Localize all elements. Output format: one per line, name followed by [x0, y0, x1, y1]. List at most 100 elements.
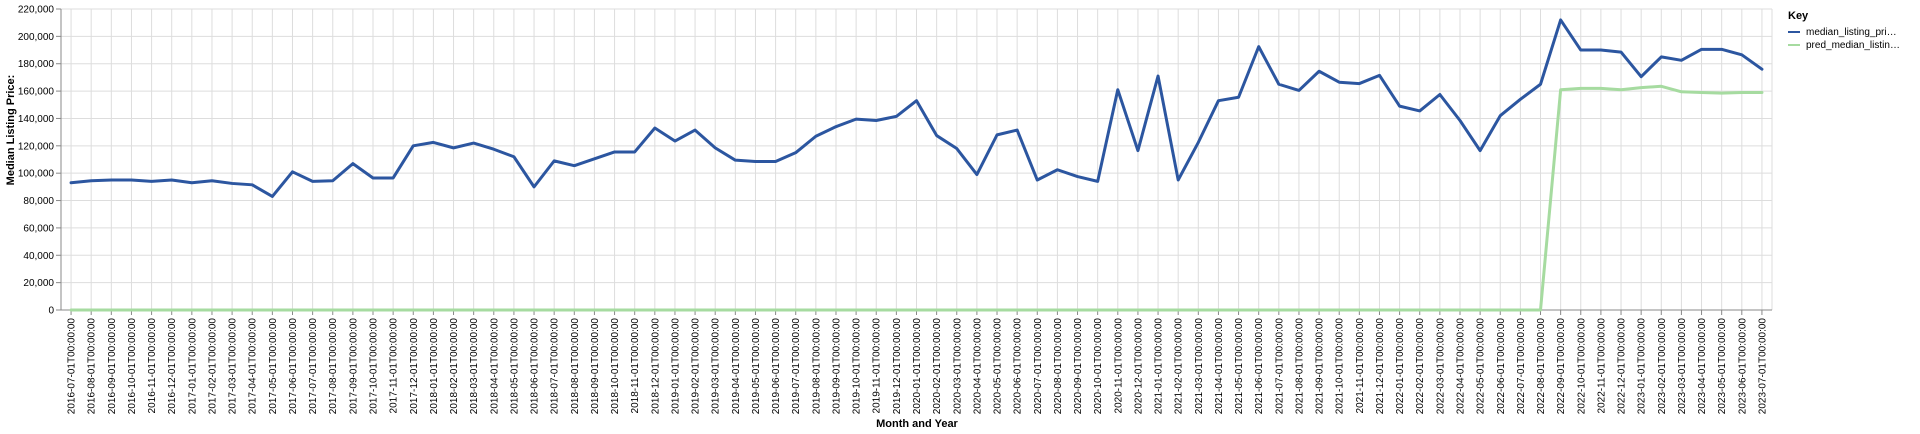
x-tick-label: 2020-09-01T00:00:00	[1073, 318, 1084, 415]
x-tick-label: 2016-10-01T00:00:00	[127, 318, 138, 415]
legend-label-median: median_listing_pri…	[1806, 27, 1897, 38]
x-tick-label: 2021-06-01T00:00:00	[1254, 318, 1265, 415]
x-tick-label: 2020-06-01T00:00:00	[1013, 318, 1024, 415]
x-tick-label: 2018-06-01T00:00:00	[530, 318, 541, 415]
x-tick-label: 2019-05-01T00:00:00	[751, 318, 762, 415]
x-tick-label: 2022-03-01T00:00:00	[1435, 318, 1446, 415]
x-axis: 2016-07-01T00:00:00 2016-08-01T00:00:00 20…	[61, 309, 1772, 415]
y-tick-label: 200,000	[18, 32, 55, 43]
x-tick-label: 2021-11-01T00:00:00	[1355, 318, 1366, 414]
x-tick-label: 2021-12-01T00:00:00	[1375, 318, 1386, 415]
x-tick-label: 2021-08-01T00:00:00	[1294, 318, 1305, 415]
x-tick-label: 2019-04-01T00:00:00	[731, 318, 742, 415]
x-tick-label: 2022-02-01T00:00:00	[1415, 318, 1426, 415]
y-tick-label: 160,000	[18, 87, 55, 98]
x-tick-label: 2016-12-01T00:00:00	[167, 318, 178, 415]
x-tick-label: 2021-05-01T00:00:00	[1234, 318, 1245, 415]
x-tick-label: 2017-07-01T00:00:00	[308, 318, 319, 415]
gridlines	[61, 8, 1773, 311]
y-tick-label: 60,000	[23, 223, 54, 234]
legend: Key median_listing_pri… pred_median_list…	[1788, 10, 1900, 51]
y-tick-label: 120,000	[18, 141, 55, 152]
y-tick-label: 220,000	[18, 5, 55, 16]
x-tick-label: 2019-07-01T00:00:00	[791, 318, 802, 415]
x-tick-label: 2022-11-01T00:00:00	[1596, 318, 1607, 414]
x-tick-label: 2017-05-01T00:00:00	[268, 318, 279, 415]
y-tick-label: 0	[48, 306, 54, 317]
x-tick-label: 2022-04-01T00:00:00	[1455, 318, 1466, 415]
series-line-pred-median-listing-price	[69, 84, 1764, 312]
x-tick-label: 2018-08-01T00:00:00	[570, 318, 581, 415]
x-tick-label: 2018-12-01T00:00:00	[650, 318, 661, 415]
y-axis-title: Median Listing Price:	[5, 75, 17, 186]
x-tick-label: 2020-03-01T00:00:00	[952, 318, 963, 415]
x-tick-label: 2017-12-01T00:00:00	[409, 318, 420, 415]
x-tick-label: 2017-02-01T00:00:00	[207, 318, 218, 415]
x-tick-label: 2018-10-01T00:00:00	[610, 318, 621, 415]
y-tick-label: 80,000	[23, 196, 54, 207]
x-tick-label: 2016-07-01T00:00:00	[67, 318, 78, 415]
legend-title: Key	[1788, 10, 1809, 22]
x-tick-label: 2020-08-01T00:00:00	[1053, 318, 1064, 415]
y-tick-label: 180,000	[18, 59, 55, 70]
x-tick-label: 2020-04-01T00:00:00	[972, 318, 983, 415]
x-tick-label: 2019-09-01T00:00:00	[831, 318, 842, 415]
x-tick-label: 2022-10-01T00:00:00	[1576, 318, 1587, 415]
x-tick-label: 2017-09-01T00:00:00	[348, 318, 359, 415]
x-tick-label: 2020-11-01T00:00:00	[1113, 318, 1124, 414]
x-tick-label: 2018-07-01T00:00:00	[550, 318, 561, 415]
y-tick-label: 100,000	[18, 169, 55, 180]
x-tick-label: 2017-01-01T00:00:00	[187, 318, 198, 415]
x-tick-label: 2018-11-01T00:00:00	[630, 318, 641, 414]
x-axis-title: Month and Year	[876, 418, 958, 430]
x-tick-label: 2020-01-01T00:00:00	[912, 318, 923, 415]
x-tick-label: 2018-04-01T00:00:00	[489, 318, 500, 415]
x-tick-label: 2019-11-01T00:00:00	[872, 318, 883, 414]
x-tick-label: 2020-07-01T00:00:00	[1033, 318, 1044, 415]
x-tick-label: 2020-12-01T00:00:00	[1133, 318, 1144, 415]
x-tick-label: 2023-03-01T00:00:00	[1677, 318, 1688, 415]
x-tick-label: 2019-06-01T00:00:00	[771, 318, 782, 415]
x-tick-label: 2022-12-01T00:00:00	[1617, 318, 1628, 415]
x-tick-label: 2021-02-01T00:00:00	[1174, 318, 1185, 415]
x-tick-label: 2021-07-01T00:00:00	[1274, 318, 1285, 415]
x-tick-label: 2019-03-01T00:00:00	[711, 318, 722, 415]
x-tick-label: 2022-08-01T00:00:00	[1536, 318, 1547, 415]
y-tick-label: 20,000	[23, 278, 54, 289]
x-tick-label: 2018-02-01T00:00:00	[449, 318, 460, 415]
x-tick-label: 2022-09-01T00:00:00	[1556, 318, 1567, 415]
x-tick-label: 2022-07-01T00:00:00	[1516, 318, 1527, 415]
x-tick-label: 2019-01-01T00:00:00	[670, 318, 681, 415]
x-tick-label: 2016-11-01T00:00:00	[147, 318, 158, 414]
y-axis: 0 20,000 40,000 60,000 80,000 100,000 120,000 1…	[18, 5, 62, 317]
x-tick-label: 2017-03-01T00:00:00	[228, 318, 239, 415]
x-tick-label: 2023-07-01T00:00:00	[1757, 318, 1768, 415]
x-tick-label: 2019-02-01T00:00:00	[691, 318, 702, 415]
x-tick-label: 2018-05-01T00:00:00	[509, 318, 520, 415]
x-tick-label: 2022-01-01T00:00:00	[1395, 318, 1406, 415]
x-tick-label: 2023-06-01T00:00:00	[1737, 318, 1748, 415]
series-line-median-listing-price	[69, 18, 1764, 198]
x-tick-label: 2018-03-01T00:00:00	[469, 318, 480, 415]
x-tick-label: 2017-10-01T00:00:00	[369, 318, 380, 415]
legend-label-pred: pred_median_listin…	[1806, 40, 1900, 51]
x-tick-label: 2021-03-01T00:00:00	[1194, 318, 1205, 415]
x-tick-label: 2017-04-01T00:00:00	[248, 318, 259, 415]
x-tick-label: 2023-05-01T00:00:00	[1717, 318, 1728, 415]
x-tick-label: 2022-06-01T00:00:00	[1496, 318, 1507, 415]
x-tick-label: 2023-01-01T00:00:00	[1637, 318, 1648, 415]
plot-area	[69, 18, 1764, 312]
x-tick-label: 2021-01-01T00:00:00	[1154, 318, 1165, 415]
x-tick-label: 2020-02-01T00:00:00	[932, 318, 943, 415]
x-tick-label: 2020-05-01T00:00:00	[993, 318, 1004, 415]
x-tick-label: 2021-04-01T00:00:00	[1214, 318, 1225, 415]
x-tick-label: 2017-11-01T00:00:00	[389, 318, 400, 414]
x-tick-label: 2021-10-01T00:00:00	[1335, 318, 1346, 415]
x-tick-label: 2016-09-01T00:00:00	[107, 318, 118, 415]
x-tick-label: 2022-05-01T00:00:00	[1476, 318, 1487, 415]
x-tick-label: 2019-10-01T00:00:00	[852, 318, 863, 415]
x-tick-label: 2019-08-01T00:00:00	[811, 318, 822, 415]
x-tick-label: 2017-06-01T00:00:00	[288, 318, 299, 415]
x-tick-label: 2018-01-01T00:00:00	[429, 318, 440, 415]
x-tick-label: 2018-09-01T00:00:00	[590, 318, 601, 415]
